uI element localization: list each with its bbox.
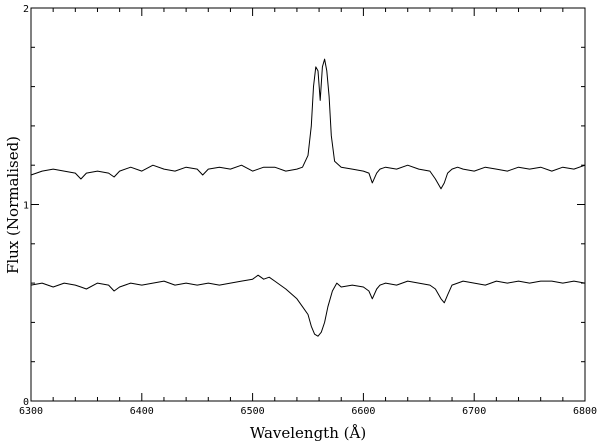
y-tick-label: 0: [23, 397, 29, 408]
x-tick-label: 6500: [241, 406, 265, 417]
x-tick-label: 6400: [130, 406, 154, 417]
y-tick-label: 2: [23, 4, 29, 15]
series-line-upper: [30, 58, 586, 190]
x-axis-label: Wavelength (Å): [250, 424, 366, 442]
series-line-lower: [30, 274, 586, 337]
x-tick-label: 6800: [573, 406, 597, 417]
x-tick-label: 6300: [19, 406, 43, 417]
y-tick-label: 1: [23, 201, 29, 212]
plot-frame: [30, 7, 586, 402]
axis-tick-labels: 6300 6400 6500 6600 6700 6800 0 1 2: [19, 4, 597, 417]
y-axis-label: Flux (Normalised): [4, 136, 22, 274]
x-tick-label: 6600: [351, 406, 375, 417]
series-layer: [30, 58, 586, 337]
x-tick-label: 6700: [462, 406, 486, 417]
axis-ticks: [30, 7, 586, 402]
